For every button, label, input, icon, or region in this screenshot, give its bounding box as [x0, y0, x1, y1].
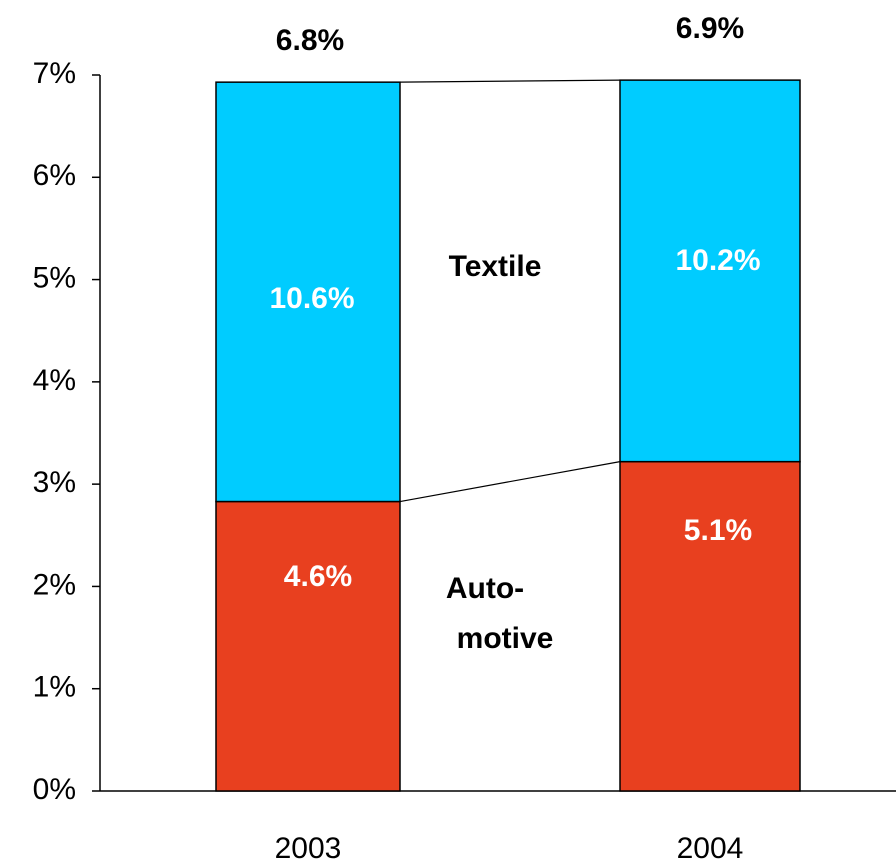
- y-tick-label: 3%: [33, 466, 76, 499]
- series-label: motive: [457, 622, 554, 655]
- y-tick-label: 4%: [33, 364, 76, 397]
- y-tick-label: 1%: [33, 671, 76, 704]
- series-label: Textile: [449, 250, 542, 283]
- y-tick-label: 2%: [33, 568, 76, 601]
- bar-segment: [619, 79, 801, 463]
- y-tick-label: 5%: [33, 261, 76, 294]
- y-tick-label: 6%: [33, 159, 76, 192]
- bar-segment: [619, 460, 801, 792]
- x-tick-label: 2004: [677, 832, 744, 865]
- connector: [399, 461, 621, 503]
- segment-label: 10.2%: [675, 244, 760, 277]
- bar-segment: [215, 500, 401, 792]
- segment-label: 10.6%: [269, 282, 354, 315]
- segment-label: 4.6%: [284, 560, 352, 593]
- total-label: 6.8%: [276, 24, 344, 57]
- segment-label: 5.1%: [684, 514, 752, 547]
- total-label: 6.9%: [676, 12, 744, 45]
- x-tick-label: 2003: [275, 832, 342, 865]
- y-tick-label: 0%: [33, 773, 76, 806]
- connector: [399, 79, 621, 83]
- bar-segment: [215, 81, 401, 503]
- y-tick-label: 7%: [33, 57, 76, 90]
- series-label: Auto-: [446, 572, 524, 605]
